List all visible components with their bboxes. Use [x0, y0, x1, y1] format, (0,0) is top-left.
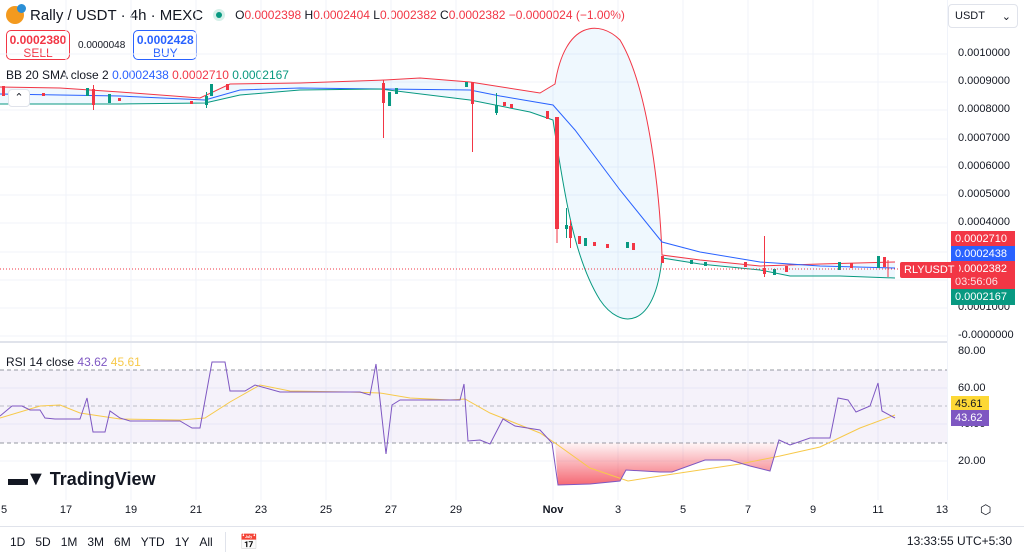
change-value: −0.0000024 (−1.00%)	[508, 8, 625, 22]
rally-logo-icon	[6, 4, 26, 24]
rsi-label: RSI 14 close	[6, 355, 75, 369]
rsi-legend[interactable]: RSI 14 close 43.62 45.61	[6, 355, 141, 369]
buy-button[interactable]: 0.0002428 BUY	[133, 30, 198, 60]
low-value: 0.0002382	[379, 8, 437, 22]
rsi-line	[0, 361, 896, 486]
toolbar-divider	[224, 532, 226, 552]
bb-basis-tag: 0.0002438	[951, 246, 1015, 262]
market-open-icon	[213, 9, 226, 21]
time-label: 11	[872, 504, 884, 516]
time-label: 5	[679, 504, 687, 516]
price-label: 0.0009000	[958, 75, 1010, 87]
time-label: 5	[0, 504, 8, 516]
bb-basis-value: 0.0002438	[112, 68, 169, 82]
rsi-axis-label: 20.00	[958, 455, 986, 467]
chevron-down-icon: ⌄	[1001, 11, 1011, 23]
rsi-axis-label: 60.00	[958, 382, 986, 394]
timezone-clock[interactable]: 13:33:55 UTC+5:30	[906, 534, 1012, 548]
grid	[0, 0, 947, 500]
symbol-header: Rally / USDT · 4h · MEXC O0.0002398 H0.0…	[6, 4, 625, 24]
bb-upper-value: 0.0002710	[172, 68, 229, 82]
price-label: 0.0006000	[958, 160, 1010, 172]
open-value: 0.0002398	[244, 8, 302, 22]
bb-upper-line	[0, 27, 896, 267]
price-label: 0.0004000	[958, 216, 1010, 228]
sell-label: SELL	[23, 46, 53, 60]
sell-price: 0.0002380	[9, 33, 67, 47]
price-label: -0.0000000	[958, 329, 1014, 341]
last-price-tag: 0.0002382 03:56:06	[951, 261, 1015, 289]
bb-lower-line	[0, 88, 896, 320]
bar-countdown: 03:56:06	[955, 276, 998, 288]
candles	[2, 80, 889, 277]
tradingview-watermark: ▬▼ TradingView	[8, 468, 156, 491]
time-label: 23	[254, 504, 268, 516]
time-label: Nov	[542, 504, 564, 516]
bottom-toolbar: 1D 5D 1M 3M 6M YTD 1Y All 📅	[0, 526, 1024, 557]
symbol-tag: RLYUSDT	[900, 262, 959, 278]
rsi-ma-value: 45.61	[110, 355, 141, 369]
ohlc-values: O0.0002398 H0.0002404 L0.0002382 C0.0002…	[235, 8, 625, 22]
settings-icon[interactable]: ⬡	[980, 502, 992, 517]
price-axis[interactable]	[947, 0, 1024, 500]
collapse-legend-button[interactable]: ⌃	[8, 89, 30, 107]
rsi-tag: 43.62	[951, 410, 989, 426]
sell-button[interactable]: 0.0002380 SELL	[6, 30, 70, 60]
range-ytd[interactable]: YTD	[140, 535, 165, 549]
currency-select[interactable]: USDT ⌄	[948, 4, 1018, 28]
price-label: 0.0010000	[958, 47, 1010, 59]
range-6m[interactable]: 6M	[114, 535, 131, 549]
high-label: H	[304, 8, 314, 22]
bb-legend[interactable]: BB 20 SMA close 2 0.0002438 0.0002710 0.…	[6, 68, 289, 82]
range-5d[interactable]: 5D	[35, 535, 51, 549]
bb-lower-tag: 0.0002167	[951, 289, 1015, 305]
low-label: L	[373, 8, 380, 22]
time-label: 25	[319, 504, 333, 516]
last-price-value: 0.0002382	[955, 263, 1007, 275]
time-label: 3	[614, 504, 622, 516]
time-label: 29	[449, 504, 463, 516]
time-label: 19	[124, 504, 138, 516]
trade-panel: 0.0002380 SELL 0.0000048 0.0002428 BUY	[6, 30, 198, 60]
range-1y[interactable]: 1Y	[174, 535, 190, 549]
price-label: 0.0007000	[958, 132, 1010, 144]
price-label: 0.0008000	[958, 103, 1010, 115]
currency-value: USDT	[955, 10, 985, 22]
close-value: 0.0002382	[448, 8, 506, 22]
buy-price: 0.0002428	[136, 33, 194, 47]
rsi-value: 43.62	[77, 355, 108, 369]
tradingview-logo-icon: ▬▼	[8, 468, 46, 490]
symbol-title[interactable]: Rally / USDT · 4h · MEXC	[30, 6, 204, 24]
range-1d[interactable]: 1D	[10, 535, 26, 549]
buy-label: BUY	[152, 46, 178, 60]
bb-fill	[0, 28, 895, 319]
range-3m[interactable]: 3M	[87, 535, 105, 549]
time-label: 17	[59, 504, 73, 516]
bb-upper-tag: 0.0002710	[951, 231, 1015, 247]
time-label: 21	[189, 504, 203, 516]
chart-canvas[interactable]	[0, 0, 947, 500]
time-label: 9	[809, 504, 817, 516]
watermark-text: TradingView	[49, 469, 156, 489]
open-label: O	[235, 8, 245, 22]
rsi-axis-label: 80.00	[958, 345, 986, 357]
price-label: 0.0005000	[958, 188, 1010, 200]
range-all[interactable]: All	[199, 535, 213, 549]
close-label: C	[440, 8, 449, 22]
high-value: 0.0002404	[313, 8, 370, 22]
goto-date-icon[interactable]: 📅	[239, 534, 259, 551]
time-label: 7	[744, 504, 752, 516]
range-1m[interactable]: 1M	[60, 535, 78, 549]
spread-value: 0.0000048	[78, 39, 126, 51]
time-label: 13	[935, 504, 949, 516]
time-label: 27	[384, 504, 398, 516]
rsi-oversold-fill	[555, 443, 778, 485]
bb-basis-line	[0, 87, 896, 269]
bb-label: BB 20 SMA close 2	[6, 68, 109, 82]
rsi-ma-tag: 45.61	[951, 396, 989, 412]
